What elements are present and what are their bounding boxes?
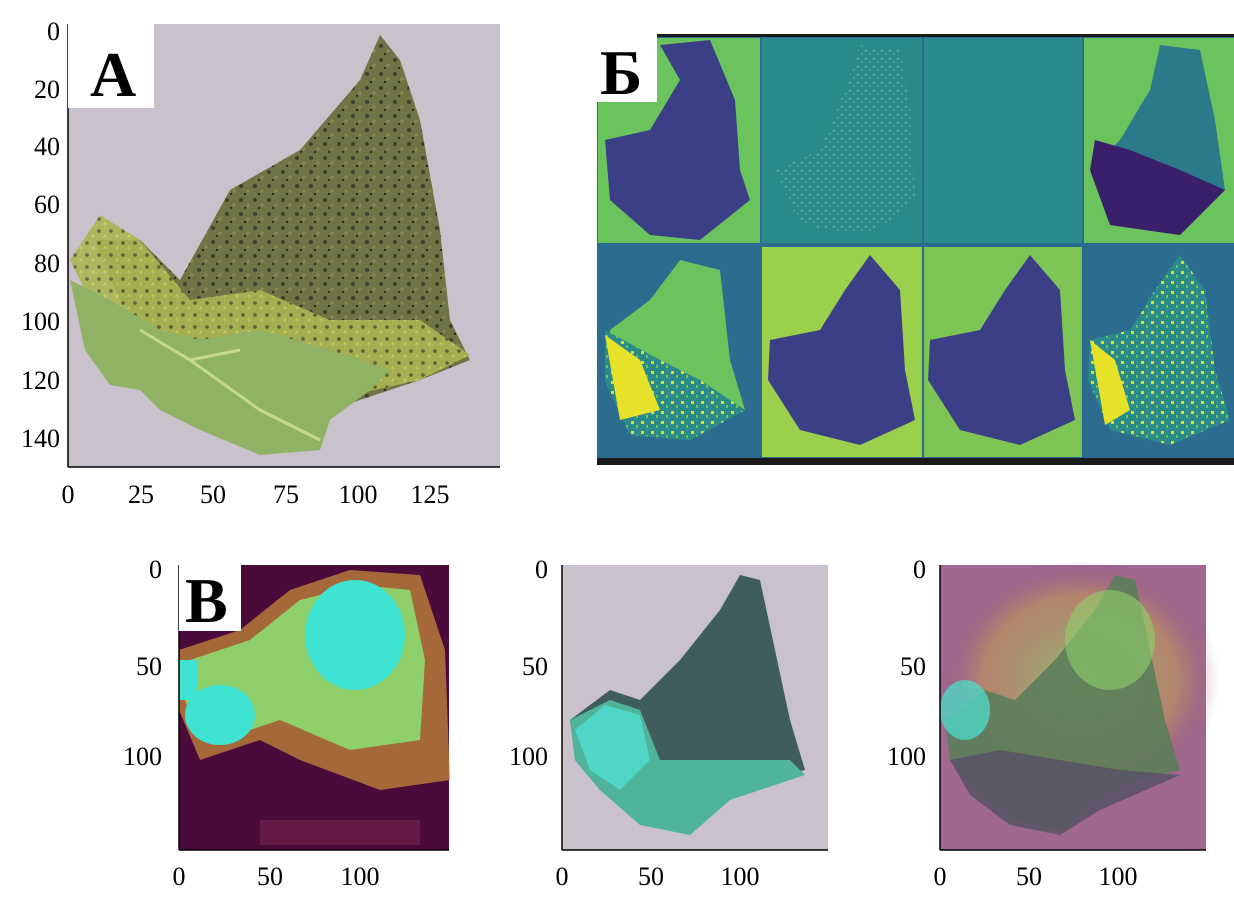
- panel-a-y-tick: 60: [34, 190, 60, 219]
- panel-a-x-tick: 75: [273, 480, 299, 509]
- panel-b-bottom-border: [597, 458, 1234, 465]
- panel-c-overlay: [940, 560, 1220, 850]
- panel-b-map-3: [924, 38, 1082, 243]
- panel-a-label: А: [90, 39, 136, 110]
- panel-a: 0 20 40 60 80 100 120 140 0 25 50 75 100…: [21, 17, 500, 509]
- x-tick: 0: [934, 862, 947, 891]
- panel-c-overlay-ticks: 0 50 100 0 50 100: [887, 555, 1138, 891]
- panel-a-x-tick: 100: [339, 480, 378, 509]
- x-tick: 0: [173, 862, 186, 891]
- panel-a-y-tick: 0: [47, 17, 60, 46]
- x-tick: 50: [257, 862, 283, 891]
- panel-b-label-box: [597, 34, 657, 102]
- panel-a-leaf-veins: [139, 328, 321, 442]
- y-tick: 0: [913, 555, 926, 584]
- x-tick: 0: [556, 862, 569, 891]
- panel-b-top-border: [657, 34, 1234, 37]
- x-tick: 50: [1016, 862, 1042, 891]
- y-tick: 0: [535, 555, 548, 584]
- panel-c-label-box: [179, 565, 241, 631]
- panel-c-label: В: [185, 565, 228, 636]
- x-tick: 100: [341, 862, 380, 891]
- panel-c-heatmap-ticks: 0 50 100 0 50 100: [123, 555, 380, 891]
- panel-b: Б: [597, 34, 1234, 465]
- y-tick: 0: [149, 555, 162, 584]
- panel-c-original: [562, 565, 828, 850]
- panel-b-map-8: [1084, 247, 1234, 457]
- y-tick: 100: [509, 742, 548, 771]
- x-tick: 100: [721, 862, 760, 891]
- y-tick: 50: [900, 652, 926, 681]
- panel-b-map-2: [762, 38, 922, 243]
- panel-a-y-tick: 140: [21, 424, 60, 453]
- panel-a-x-tick: 0: [62, 480, 75, 509]
- panel-b-map-5: [598, 247, 760, 457]
- panel-a-label-box: [68, 24, 154, 108]
- y-tick: 100: [123, 742, 162, 771]
- panel-a-y-tick: 20: [34, 75, 60, 104]
- panel-b-map-7: [924, 247, 1082, 457]
- panel-a-x-tick: 50: [200, 480, 226, 509]
- y-tick: 50: [136, 652, 162, 681]
- y-tick: 100: [887, 742, 926, 771]
- x-tick: 100: [1099, 862, 1138, 891]
- panel-a-leaf-healthy: [70, 280, 390, 455]
- panel-a-y-tick: 120: [21, 366, 60, 395]
- panel-a-y-tick: 40: [34, 132, 60, 161]
- panel-c-original-ticks: 0 50 100 0 50 100: [509, 555, 760, 891]
- panel-a-y-tick: 100: [21, 307, 60, 336]
- y-tick: 50: [522, 652, 548, 681]
- panel-a-y-tick: 80: [34, 249, 60, 278]
- panel-a-x-ticks: 0 25 50 75 100 125: [62, 480, 450, 509]
- x-tick: 50: [638, 862, 664, 891]
- panel-a-x-tick: 125: [411, 480, 450, 509]
- panel-b-map-4: [1084, 38, 1234, 243]
- panel-c: 0 50 100 0 50 100 0 50 100 0 50 100 0 50…: [123, 555, 1220, 891]
- panel-b-map-6: [762, 247, 922, 457]
- panel-a-x-tick: 25: [128, 480, 154, 509]
- panel-b-label: Б: [600, 37, 642, 108]
- panel-a-y-ticks: 0 20 40 60 80 100 120 140: [21, 17, 60, 453]
